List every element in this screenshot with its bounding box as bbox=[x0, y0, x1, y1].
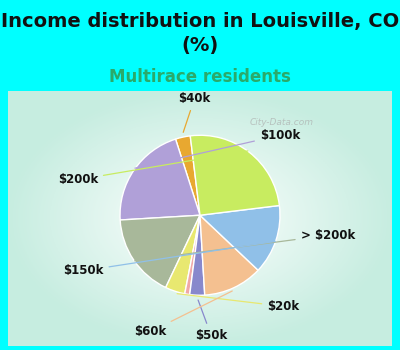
Wedge shape bbox=[200, 215, 258, 295]
Wedge shape bbox=[185, 215, 200, 295]
Wedge shape bbox=[190, 135, 279, 215]
Text: City-Data.com: City-Data.com bbox=[250, 118, 314, 127]
Text: > $200k: > $200k bbox=[135, 229, 355, 261]
Text: $50k: $50k bbox=[195, 300, 227, 342]
Text: $20k: $20k bbox=[177, 294, 299, 313]
Wedge shape bbox=[166, 215, 200, 294]
Text: $60k: $60k bbox=[134, 291, 232, 338]
Wedge shape bbox=[200, 205, 280, 270]
Text: $40k: $40k bbox=[178, 92, 210, 132]
Text: $150k: $150k bbox=[63, 241, 275, 277]
Text: Multirace residents: Multirace residents bbox=[109, 68, 291, 86]
Wedge shape bbox=[120, 215, 200, 287]
Text: $200k: $200k bbox=[58, 151, 248, 186]
Wedge shape bbox=[176, 136, 200, 215]
Wedge shape bbox=[190, 215, 205, 295]
Text: $100k: $100k bbox=[135, 129, 300, 168]
Wedge shape bbox=[120, 139, 200, 220]
Text: Income distribution in Louisville, CO
(%): Income distribution in Louisville, CO (%… bbox=[1, 12, 399, 55]
